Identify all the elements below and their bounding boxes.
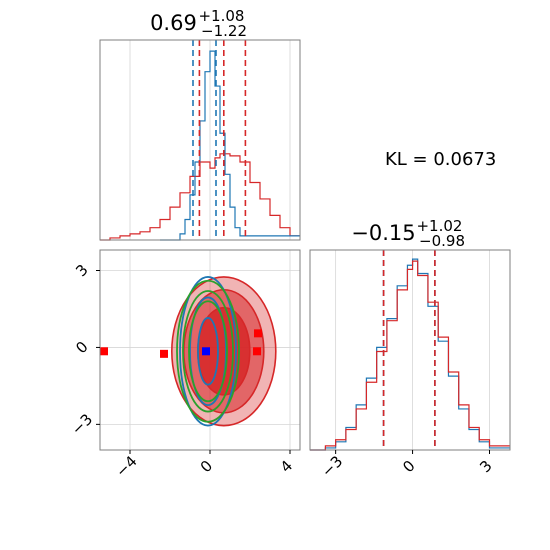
kl-annotation: KL = 0.0673	[385, 149, 496, 170]
param1-title-sub: −1.22	[201, 22, 247, 40]
x-tick-label: −4	[112, 452, 140, 480]
x-tick-label: 3	[476, 457, 495, 476]
contour-blue	[189, 296, 227, 407]
x-tick-label: −3	[318, 452, 346, 480]
param1-title-main: 0.69	[150, 11, 197, 35]
param2-title-sub: −0.98	[419, 232, 465, 250]
marker-red	[253, 347, 261, 356]
param2-title-sup: +1.02	[416, 217, 462, 235]
x-tick-labels-param1: −4 0 4	[112, 450, 296, 481]
contour-blue	[197, 317, 219, 386]
marginal-panel-2	[309, 249, 511, 451]
joint-panel	[99, 249, 301, 451]
marker-red	[100, 347, 108, 356]
param2-title-main: −0.15	[351, 221, 415, 245]
histogram-red-param2	[310, 260, 510, 451]
ellipse-green	[188, 300, 228, 403]
x-tick-labels-param2: −3 0 3	[318, 450, 496, 481]
y-tick-label: 0	[72, 338, 91, 357]
x-tick-label: 0	[197, 457, 216, 476]
ellipse-green	[176, 279, 240, 423]
y-tick-label: −3	[68, 410, 96, 438]
histogram-blue-param2	[310, 258, 510, 451]
x-tick-label: 0	[399, 457, 418, 476]
y-tick-labels-joint: 3 0 −3	[68, 261, 100, 439]
param2-title: −0.15 +1.02 −0.98	[351, 216, 467, 250]
param1-title: 0.69 +1.08 −1.22	[150, 6, 249, 40]
contour-blue	[179, 276, 237, 427]
ellipse-green	[182, 290, 234, 413]
histogram-red-param1	[100, 153, 300, 241]
histogram-blue-param1	[160, 50, 300, 241]
marginal-panel-1	[99, 39, 301, 241]
y-tick-label: 3	[72, 261, 91, 280]
x-tick-label: 4	[277, 457, 296, 476]
marker-blue	[202, 347, 210, 356]
marker-red	[254, 329, 262, 338]
marker-red	[160, 349, 168, 358]
param1-title-sup: +1.08	[198, 7, 244, 25]
